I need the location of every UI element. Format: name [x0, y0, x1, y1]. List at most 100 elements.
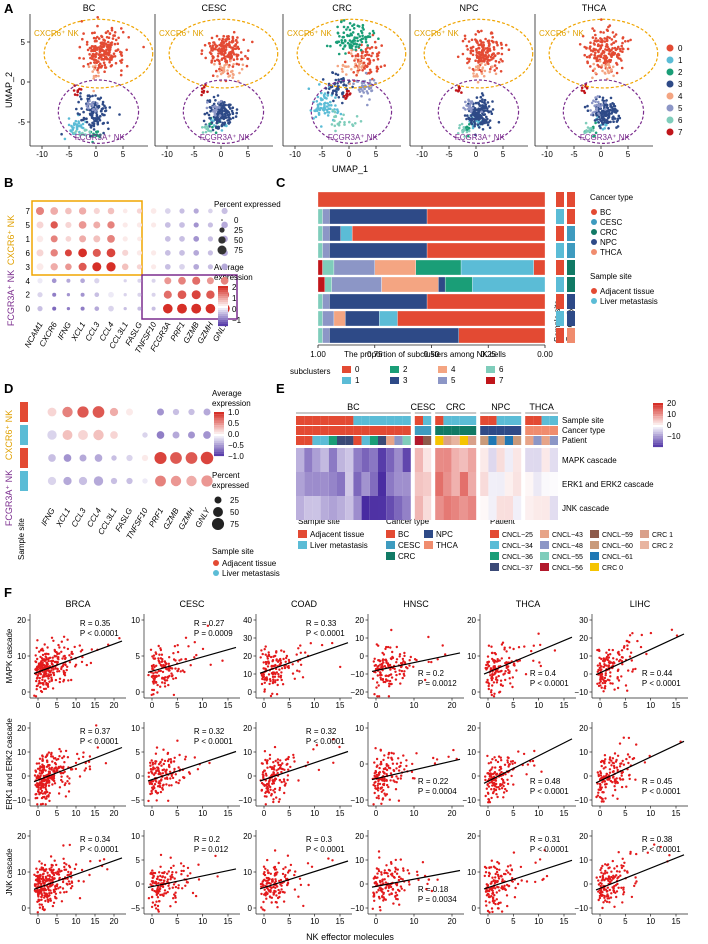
e-cancer-title: Cancer type — [386, 517, 430, 526]
umap-point — [612, 108, 616, 111]
f-ytick-label: 20 — [17, 616, 26, 625]
umap-point — [111, 37, 115, 40]
umap-point — [487, 110, 491, 113]
f-point — [390, 682, 393, 686]
umap-point — [353, 36, 357, 39]
umap-point — [477, 102, 481, 105]
umap-point — [368, 62, 371, 66]
f-p-value: P < 0.0001 — [530, 679, 569, 688]
f-point — [34, 668, 37, 671]
f-point — [493, 756, 496, 759]
umap-point — [377, 37, 380, 40]
umap-point — [96, 24, 99, 28]
f-point — [48, 772, 52, 775]
f-xtick-label: 10 — [534, 809, 543, 818]
c-cancer-cell — [567, 243, 575, 258]
f-point — [51, 783, 54, 786]
f-point — [152, 668, 155, 671]
b-dot — [80, 278, 85, 284]
umap-point — [368, 68, 372, 72]
f-point — [628, 755, 631, 759]
f-point — [490, 678, 494, 682]
b-dot — [137, 306, 142, 311]
umap-point — [483, 113, 487, 116]
f-point — [491, 673, 494, 677]
b-cluster-label: 1 — [26, 235, 31, 244]
d-dot — [126, 431, 133, 439]
d-colorbar-tick: 0.0 — [228, 430, 240, 439]
umap-point — [485, 121, 489, 124]
e-heat-cell — [513, 472, 522, 496]
umap-point — [107, 127, 110, 131]
f-point — [189, 664, 192, 667]
f-point — [55, 770, 58, 773]
c-bar-seg-3 — [329, 242, 428, 259]
e-colorbar-tick: 0 — [667, 421, 672, 430]
f-point — [90, 648, 94, 651]
f-point — [159, 685, 162, 688]
f-point — [169, 777, 172, 780]
f-point — [262, 777, 265, 780]
e-patient-cell — [533, 436, 542, 445]
umap-point — [481, 98, 484, 101]
f-point — [162, 748, 165, 751]
umap-point — [210, 48, 213, 52]
umap-point — [329, 44, 332, 48]
f-point — [399, 665, 403, 669]
f-r-value: R = 0.27 — [194, 619, 225, 628]
umap-point — [352, 23, 356, 26]
umap-point — [90, 49, 93, 53]
umap-point — [486, 55, 490, 59]
d-colorbar-seg — [214, 416, 224, 419]
f-point — [163, 759, 167, 763]
umap-point — [488, 119, 492, 122]
b-dot — [37, 278, 43, 284]
umap-point — [489, 67, 492, 71]
b-dot — [164, 277, 172, 285]
f-ytick-label: −10 — [350, 670, 364, 679]
d-colorbar-seg — [214, 451, 224, 454]
umap-point — [96, 35, 99, 39]
f-point — [490, 645, 493, 648]
f-point — [57, 656, 60, 659]
f-point — [491, 772, 495, 776]
f-ytick-label: −20 — [350, 688, 364, 697]
f-point — [282, 657, 285, 661]
umap-xlabel: UMAP_1 — [332, 164, 368, 174]
f-point — [488, 781, 491, 784]
e-heat-cell — [513, 448, 522, 472]
d-colorbar-seg — [214, 449, 224, 452]
umap-point — [354, 54, 358, 58]
umap-point — [93, 68, 96, 71]
f-point — [160, 758, 164, 761]
f-fit-line — [259, 750, 349, 782]
f-point — [385, 659, 388, 663]
umap-point — [91, 65, 95, 68]
umap-point — [314, 115, 318, 119]
e-heat-cell — [414, 448, 423, 472]
c-cancer-label: BC — [600, 208, 611, 217]
umap-xtick-label: -5 — [190, 150, 198, 159]
c-bar-seg-3 — [329, 327, 459, 344]
f-point — [598, 656, 601, 659]
f-point — [36, 657, 39, 661]
f-point — [505, 650, 508, 653]
umap-point — [88, 123, 91, 126]
f-point — [390, 628, 393, 632]
umap-point — [325, 105, 329, 108]
umap-point — [205, 111, 209, 115]
f-r-value: R = 0.35 — [80, 619, 111, 628]
umap-point — [626, 39, 630, 43]
f-point — [395, 658, 399, 661]
umap-point — [476, 80, 480, 84]
f-point — [599, 783, 602, 787]
umap-point — [100, 42, 103, 46]
e-heat-cell — [328, 496, 337, 520]
f-point — [161, 670, 165, 674]
f-point — [616, 686, 620, 690]
e-patient-swatch — [490, 563, 499, 571]
f-point — [286, 757, 290, 761]
f-point — [639, 645, 643, 649]
f-point — [500, 770, 503, 774]
f-point — [670, 628, 674, 631]
